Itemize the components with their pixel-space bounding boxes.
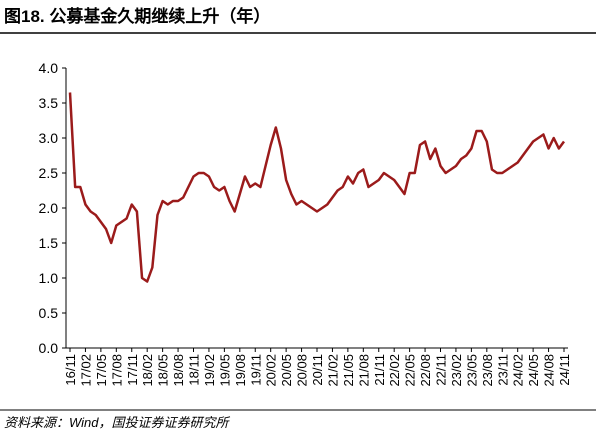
x-tick-label: 19/05	[217, 354, 232, 387]
x-tick-label: 23/08	[480, 354, 495, 387]
x-tick-label: 22/08	[418, 354, 433, 387]
x-tick-label: 22/11	[434, 354, 449, 386]
y-tick-label: 0.5	[39, 305, 59, 321]
x-tick-label: 20/02	[264, 354, 279, 387]
y-tick-label: 2.0	[39, 200, 59, 216]
y-tick-label: 0.0	[39, 340, 59, 356]
x-tick-label: 19/11	[248, 354, 263, 386]
y-tick-label: 1.0	[39, 270, 59, 286]
y-tick-label: 4.0	[39, 60, 59, 76]
x-tick-label: 18/11	[187, 354, 202, 386]
x-tick-label: 22/05	[403, 354, 418, 387]
x-tick-label: 19/02	[202, 354, 217, 387]
line	[68, 92, 566, 283]
x-tick-label: 18/08	[171, 354, 186, 387]
x-tick-label: 16/11	[63, 354, 78, 386]
x-tick-label: 19/08	[233, 354, 248, 387]
y-tick-label: 3.5	[39, 95, 59, 111]
x-tick-label: 17/02	[78, 354, 93, 387]
x-tick-label: 23/02	[449, 354, 464, 387]
chart-title: 图18. 公募基金久期继续上升（年）	[4, 6, 270, 26]
y-tick-label: 1.5	[39, 235, 59, 251]
y-tick-label: 2.5	[39, 165, 59, 181]
x-tick-label: 24/08	[542, 354, 557, 387]
x-tick-label: 20/11	[310, 354, 325, 386]
y-tick-label: 3.0	[39, 130, 59, 146]
x-tick-label: 20/08	[295, 354, 310, 387]
x-tick-label: 24/02	[511, 354, 526, 387]
x-tick-label: 18/02	[140, 354, 155, 387]
x-tick-label: 21/05	[341, 354, 356, 387]
source: 资料来源：Wind，国投证券证券研究所	[4, 415, 231, 430]
x-tick-label: 17/11	[125, 354, 140, 386]
x-tick-label: 21/02	[325, 354, 340, 387]
x-tick-label: 21/11	[372, 354, 387, 386]
x-tick-label: 23/11	[495, 354, 510, 386]
x-tick-label: 17/08	[109, 354, 124, 387]
x-tick-label: 22/02	[387, 354, 402, 387]
x-tick-label: 23/05	[464, 354, 479, 387]
x-tick-label: 17/05	[94, 354, 109, 387]
x-tick-label: 20/05	[279, 354, 294, 387]
x-tick-label: 24/05	[526, 354, 541, 387]
x-tick-label: 21/08	[356, 354, 371, 387]
x-tick-label: 18/05	[156, 354, 171, 387]
x-tick-label: 24/11	[557, 354, 572, 386]
